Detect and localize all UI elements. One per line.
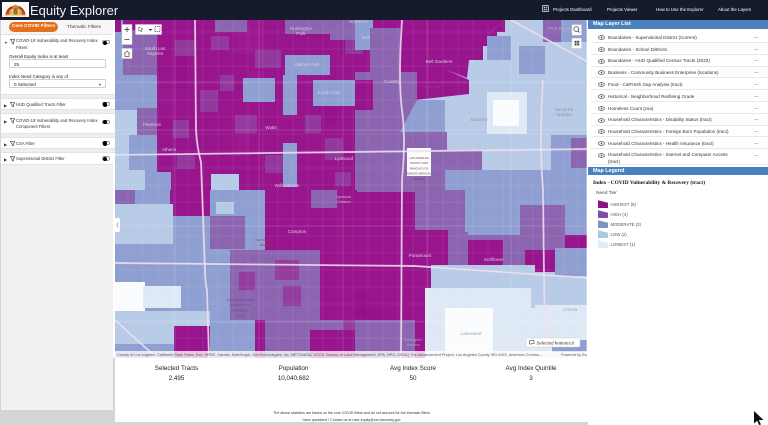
svg-text:AMIGOS MEDICAL: AMIGOS MEDICAL: [407, 172, 432, 176]
svg-text:Powered by Esri: Powered by Esri: [561, 353, 588, 357]
svg-text:Gardena: Gardena: [140, 248, 158, 253]
svg-text:CENTER: CENTER: [413, 177, 425, 181]
svg-text:Norwalk: Norwalk: [522, 180, 539, 185]
svg-text:LOS ANGELES: LOS ANGELES: [409, 156, 429, 160]
svg-text:MLK MEDICAL: MLK MEDICAL: [256, 238, 275, 242]
svg-text:UNIVERSITY AT: UNIVERSITY AT: [230, 303, 251, 307]
svg-text:South Gate: South Gate: [423, 85, 440, 89]
svg-text:County of Los Angeles, Califor: County of Los Angeles, California State …: [117, 353, 543, 357]
svg-text:Downey: Downey: [471, 117, 488, 122]
svg-text:HILLS: HILLS: [236, 314, 244, 318]
svg-text:Cudahy: Cudahy: [384, 79, 401, 84]
svg-text:Artesia: Artesia: [563, 307, 578, 312]
svg-text:South Gate: South Gate: [317, 90, 341, 95]
svg-text:COUNTY DSS: COUNTY DSS: [410, 161, 428, 165]
svg-text:CALIFORNIA STATE: CALIFORNIA STATE: [227, 298, 253, 302]
svg-text:Junction: Junction: [406, 343, 419, 347]
svg-text:Lakewood: Lakewood: [461, 331, 482, 336]
svg-text:Springs: Springs: [556, 112, 572, 117]
svg-text:Selected features:0: Selected features:0: [537, 340, 575, 345]
svg-text:Florence: Florence: [143, 122, 161, 127]
svg-text:Bell: Bell: [362, 35, 370, 40]
svg-text:Park: Park: [296, 31, 306, 36]
svg-text:CENTER: CENTER: [259, 243, 271, 247]
svg-text:Pico Rivera: Pico Rivera: [548, 26, 572, 31]
svg-text:Paramount: Paramount: [409, 253, 432, 258]
svg-text:Maywood: Maywood: [349, 20, 368, 24]
svg-text:Angeles: Angeles: [147, 51, 164, 56]
svg-text:Walnut Park: Walnut Park: [295, 62, 321, 67]
svg-text:Bellflower: Bellflower: [484, 257, 504, 262]
svg-text:DOMINGUEZ: DOMINGUEZ: [231, 308, 248, 312]
svg-text:Dominguez: Dominguez: [404, 338, 422, 342]
svg-text:Huntington: Huntington: [290, 26, 313, 31]
svg-text:Compton: Compton: [288, 229, 307, 234]
svg-text:Lynwood: Lynwood: [337, 195, 351, 199]
svg-text:South Los: South Los: [145, 46, 166, 51]
svg-text:Watts: Watts: [265, 125, 277, 130]
svg-text:Gardens: Gardens: [337, 200, 351, 204]
svg-text:Santa Fe: Santa Fe: [555, 107, 574, 112]
svg-text:Lynwood: Lynwood: [335, 156, 354, 161]
svg-text:RANCHO LOS: RANCHO LOS: [410, 166, 429, 170]
svg-text:Athens: Athens: [162, 147, 177, 152]
svg-text:Willowbrook: Willowbrook: [275, 183, 300, 188]
svg-text:Bell Gardens: Bell Gardens: [426, 59, 453, 64]
